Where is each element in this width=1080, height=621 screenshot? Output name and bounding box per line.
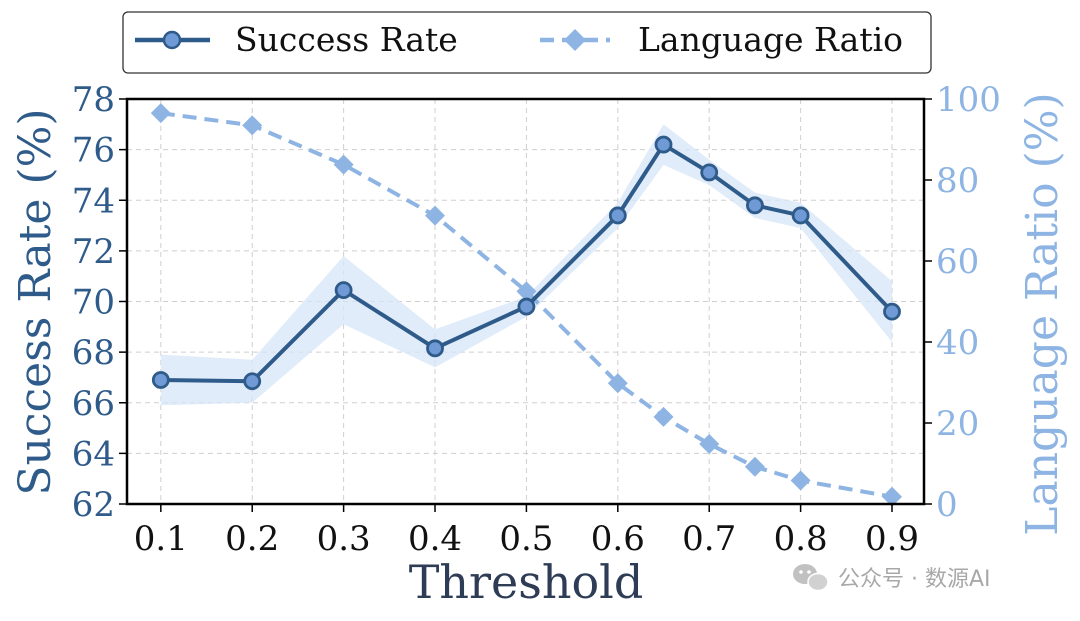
left-y-tick-label: 74 xyxy=(72,181,115,221)
language-ratio-point xyxy=(516,281,537,302)
x-axis-label: Threshold xyxy=(409,555,644,609)
right-y-tick-label: 40 xyxy=(936,323,979,363)
language-ratio-point xyxy=(653,406,674,427)
x-tick-label: 0.5 xyxy=(499,519,553,559)
x-tick-label: 0.1 xyxy=(134,519,188,559)
right-y-tick-label: 60 xyxy=(936,242,979,282)
axis-ticks: 0.1 0.2 0.3 0.4 0.5 0.6 0.7 0.8 0.9 62 64 66 68 70 72 7… xyxy=(72,80,1001,559)
language-ratio-point xyxy=(333,154,354,175)
left-y-tick-label: 70 xyxy=(72,283,115,323)
language-ratio-point xyxy=(790,470,811,491)
left-y-tick-label: 64 xyxy=(72,434,115,474)
success-rate-confidence-band xyxy=(160,124,893,406)
x-tick-label: 0.3 xyxy=(317,519,371,559)
language-ratio-point xyxy=(607,373,628,394)
left-y-tick-label: 72 xyxy=(72,232,115,272)
left-y-tick-label: 62 xyxy=(72,485,115,525)
right-y-tick-label: 80 xyxy=(936,161,979,201)
watermark-text: 公众号 · 数源AI xyxy=(838,567,991,592)
wechat-icon xyxy=(793,564,829,592)
success-rate-band-area xyxy=(160,124,893,406)
right-y-tick-label: 20 xyxy=(936,404,979,444)
success-rate-point xyxy=(426,339,444,358)
language-ratio-point xyxy=(882,486,903,507)
left-y-tick-label: 66 xyxy=(72,384,115,424)
legend-language-ratio-label: Language Ratio xyxy=(638,20,903,59)
x-tick-label: 0.8 xyxy=(774,519,828,559)
language-ratio-point xyxy=(150,103,171,124)
success-rate-point xyxy=(517,297,536,316)
legend-language-ratio-marker xyxy=(564,29,586,51)
success-rate-point xyxy=(243,372,262,391)
series-markers xyxy=(150,103,903,507)
left-y-tick-label: 78 xyxy=(72,80,115,120)
right-y-tick-label: 100 xyxy=(936,80,1001,120)
language-ratio-point xyxy=(699,434,720,455)
success-rate-point xyxy=(791,206,810,225)
language-ratio-point xyxy=(425,205,446,226)
language-ratio-line xyxy=(160,111,893,499)
x-tick-label: 0.4 xyxy=(408,519,462,559)
language-ratio-point xyxy=(242,115,263,136)
legend-success-rate-marker xyxy=(162,30,182,50)
right-y-axis-label: Language Ratio (%) xyxy=(1017,92,1068,535)
success-rate-point xyxy=(334,281,353,300)
left-y-tick-label: 68 xyxy=(72,333,115,373)
legend-box xyxy=(122,11,932,74)
success-rate-point xyxy=(151,371,170,389)
x-tick-label: 0.2 xyxy=(225,519,279,559)
success-rate-point xyxy=(608,206,627,225)
left-y-axis-label: Success Rate (%) xyxy=(10,108,61,495)
left-y-tick-label: 76 xyxy=(72,131,115,171)
right-y-tick-label: 0 xyxy=(936,485,958,525)
language-ratio-point xyxy=(744,456,765,477)
success-rate-point xyxy=(883,302,901,321)
x-tick-label: 0.9 xyxy=(865,519,919,559)
legend-success-rate-label: Success Rate xyxy=(235,20,458,59)
watermark: 公众号 · 数源AI xyxy=(793,564,991,592)
legend: Success Rate Language Ratio xyxy=(122,11,932,74)
success-rate-point xyxy=(654,135,673,154)
success-rate-point xyxy=(746,196,764,215)
x-tick-label: 0.6 xyxy=(591,519,645,559)
x-tick-label: 0.7 xyxy=(682,519,736,559)
success-rate-point xyxy=(700,163,719,182)
